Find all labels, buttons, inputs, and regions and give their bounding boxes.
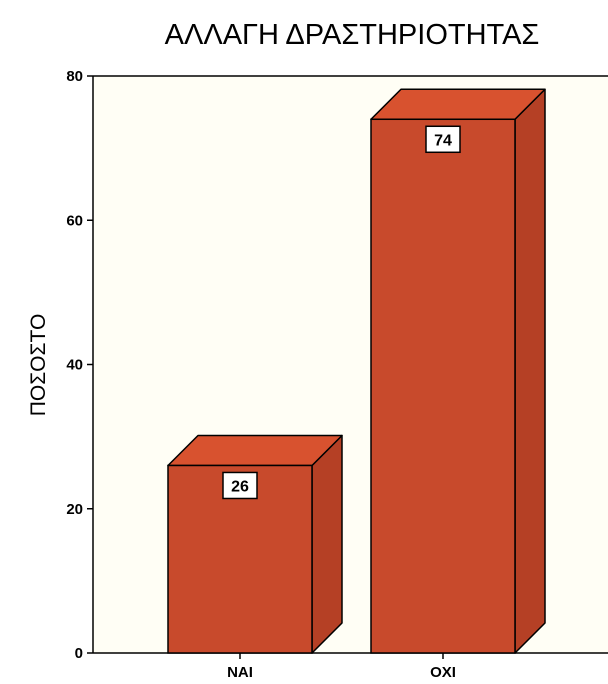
plot-area: 0 20 40 60 80 26 ΝΑΙ 74 ΟΧΙ — [66, 68, 608, 681]
x-tick-label: ΟΧΙ — [430, 664, 456, 681]
y-axis-label: ΠΟΣΟΣΤΟ — [27, 314, 50, 417]
data-label: 26 — [231, 478, 249, 495]
y-tick-label: 60 — [66, 212, 83, 229]
bar — [370, 118, 516, 654]
y-tick-label: 40 — [66, 357, 83, 374]
bar-top-face — [167, 434, 343, 467]
x-tick-label: ΝΑΙ — [227, 664, 253, 681]
data-label: 74 — [434, 132, 452, 149]
data-label-box — [222, 471, 258, 500]
bar-side-face — [514, 88, 546, 654]
y-tick-label: 20 — [66, 501, 83, 518]
bar-top-face — [370, 88, 546, 121]
bar-side-face — [311, 434, 343, 654]
chart-title: ΑΛΛΑΓΗ ΔΡΑΣΤΗΡΙΟΤΗΤΑΣ — [165, 19, 540, 51]
data-label-box — [425, 125, 461, 154]
y-tick-label: 80 — [66, 68, 83, 85]
y-tick-label: 0 — [75, 645, 83, 662]
